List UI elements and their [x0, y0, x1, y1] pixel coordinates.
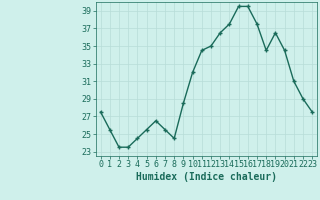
X-axis label: Humidex (Indice chaleur): Humidex (Indice chaleur): [136, 172, 277, 182]
